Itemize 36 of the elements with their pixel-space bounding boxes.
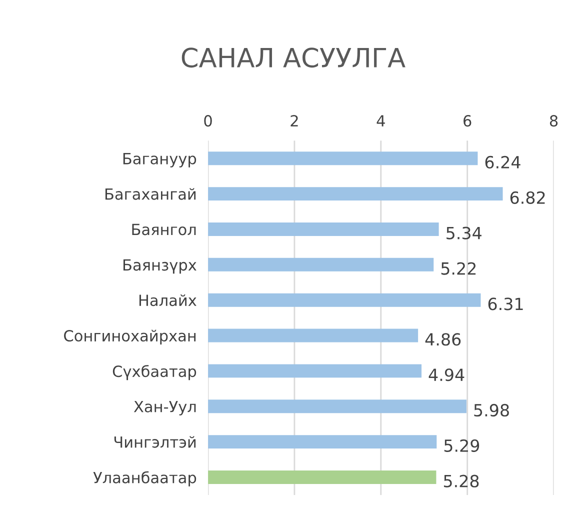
y-tick-label: Баянгол [132, 224, 196, 236]
y-tick-label: Налайх [139, 294, 196, 306]
bar [208, 435, 437, 449]
x-tick-label: 4 [376, 115, 385, 126]
data-label: 6.31 [488, 298, 523, 310]
data-label: 5.34 [446, 226, 482, 240]
bar [208, 152, 478, 166]
data-label: 4.94 [428, 368, 464, 382]
data-label: 5.22 [441, 262, 476, 275]
y-tick-label: Хан-Уул [134, 401, 196, 416]
y-tick-label: Баянзүрх [123, 259, 196, 274]
y-tick-label: Чингэлтэй [114, 436, 196, 448]
data-label: 6.82 [510, 191, 545, 204]
x-tick-label: 8 [550, 115, 558, 127]
bar [208, 400, 466, 414]
y-tick-label: Сонгинохайрхан [64, 330, 196, 345]
y-tick-label: Улаанбаатар [93, 471, 196, 486]
data-label: 5.28 [444, 474, 479, 488]
bar [208, 470, 436, 484]
x-tick-label: 0 [204, 115, 212, 127]
y-tick-label: Сүхбаатар [112, 365, 196, 380]
data-label: 6.24 [485, 156, 520, 169]
chart-title: САНАЛ АСУУЛГА [182, 48, 406, 68]
bar [208, 187, 503, 201]
bar [208, 364, 422, 378]
bar [208, 258, 434, 272]
bar [208, 222, 439, 236]
data-label: 5.98 [474, 404, 509, 417]
x-tick-label: 6 [464, 115, 472, 127]
data-label: 5.29 [444, 439, 480, 452]
x-tick-label: 2 [290, 115, 298, 126]
y-tick-label: Багахангай [105, 188, 196, 200]
bar [208, 293, 481, 307]
bar [208, 328, 418, 342]
data-label: 4.86 [425, 333, 461, 346]
y-tick-label: Багануур [123, 153, 196, 168]
